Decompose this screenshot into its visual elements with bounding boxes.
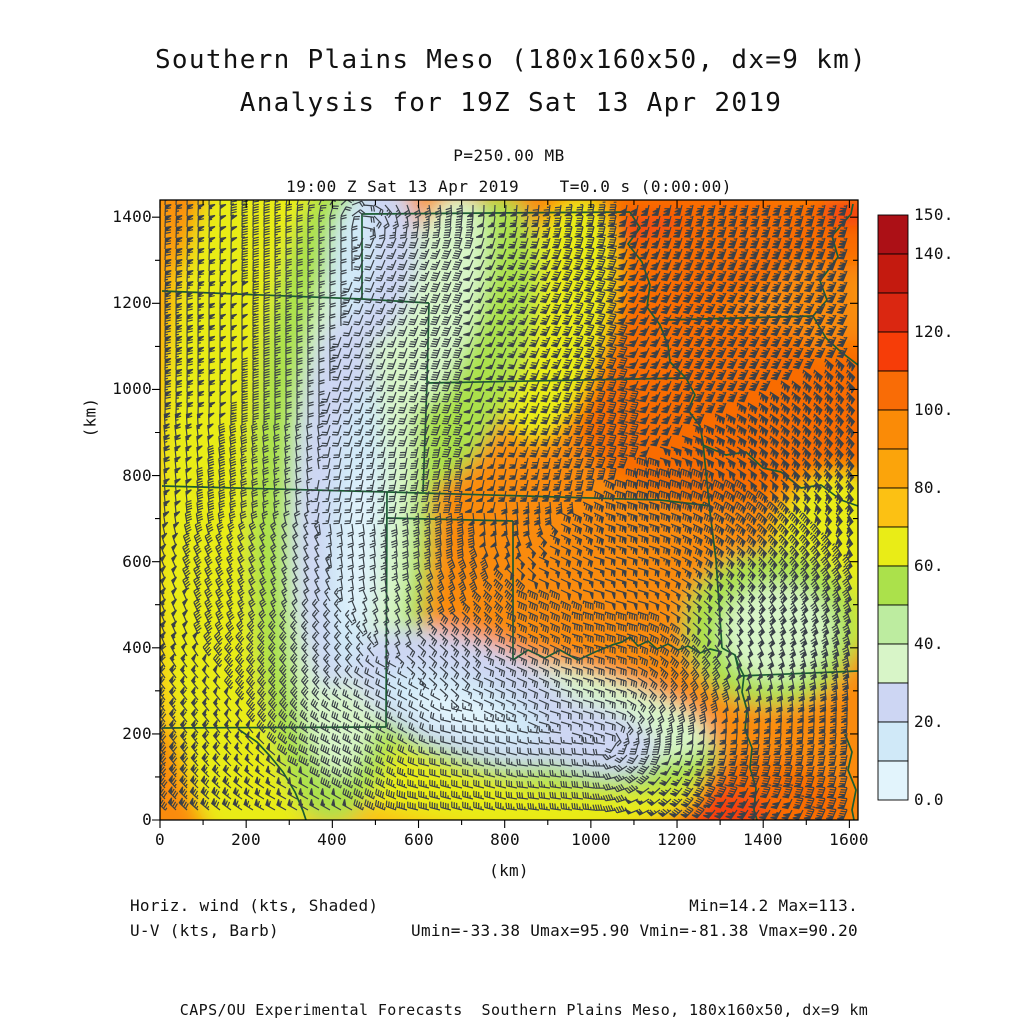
y-tick-label: 200 [122, 724, 152, 743]
colorbar-cell [877, 565, 909, 606]
colorbar-cell [877, 760, 909, 801]
barb-field-legend: U-V (kts, Barb) [130, 921, 279, 940]
y-tick-label: 1000 [112, 379, 152, 398]
colorbar-label: 20. [914, 712, 944, 731]
colorbar-cell [877, 370, 909, 411]
colorbar-label: 0.0 [914, 790, 944, 809]
shaded-field-legend: Horiz. wind (kts, Shaded) [130, 896, 379, 915]
plot-title-line2: Analysis for 19Z Sat 13 Apr 2019 [239, 88, 783, 118]
plot-frame [159, 199, 859, 821]
colorbar-label: 80. [914, 478, 944, 497]
x-tick-label: 0 [155, 830, 165, 849]
x-axis-title: (km) [489, 861, 529, 880]
colorbar-cell [877, 253, 909, 294]
x-tick-label: 1000 [571, 830, 611, 849]
y-tick-label: 800 [122, 466, 152, 485]
border-sd-ne-43n [361, 211, 631, 215]
colorbar-label: 40. [914, 634, 944, 653]
field-minmax-label: Min=14.2 Max=113. [689, 896, 858, 915]
y-tick-label: 1400 [112, 207, 152, 226]
colorbar [877, 214, 909, 801]
colorbar-cell [877, 604, 909, 645]
shaded-wind-field [160, 200, 858, 820]
x-tick-label: 800 [490, 830, 520, 849]
border-nm-tx-32n [161, 726, 387, 729]
pressure-level-label: P=250.00 MB [453, 146, 565, 165]
y-tick-label: 600 [122, 552, 152, 571]
colorbar-cell [877, 643, 909, 684]
x-tick-label: 1600 [829, 830, 869, 849]
colorbar-cell [877, 292, 909, 333]
colorbar-cell [877, 214, 909, 255]
colorbar-label: 150. [914, 205, 954, 224]
border-mo-west [702, 442, 723, 649]
x-tick-label: 600 [404, 830, 434, 849]
colorbar-label: 140. [914, 244, 954, 263]
colorbar-label: 60. [914, 556, 944, 575]
x-tick-label: 1400 [743, 830, 783, 849]
colorbar-cell [877, 721, 909, 762]
border-grand-river [812, 315, 858, 366]
colorbar-cell [877, 409, 909, 450]
x-tick-label: 200 [231, 830, 261, 849]
colorbar-cell [877, 526, 909, 567]
colorbar-label: 120. [914, 322, 954, 341]
y-tick-label: 0 [142, 810, 152, 829]
border-rio-grande [237, 728, 307, 820]
border-ar-stream [844, 733, 857, 820]
colorbar-label: 100. [914, 400, 954, 419]
x-tick-label: 400 [317, 830, 347, 849]
colorbar-cell [877, 682, 909, 723]
colorbar-cell [877, 448, 909, 489]
valid-time-label: 19:00 Z Sat 13 Apr 2019 T=0.0 s (0:00:00… [286, 177, 732, 196]
border-des-moines-river [812, 203, 854, 317]
y-tick-label: 1200 [112, 293, 152, 312]
footer-credit: CAPS/OU Experimental Forecasts Southern … [179, 1001, 869, 1019]
plot-title-line1: Southern Plains Meso (180x160x50, dx=9 k… [154, 45, 868, 75]
border-wy-co-41n [161, 290, 430, 304]
colorbar-cell [877, 331, 909, 372]
uv-minmax-label: Umin=-33.38 Umax=95.90 Vmin=-81.38 Vmax=… [411, 921, 858, 940]
y-axis-title: (km) [80, 397, 100, 438]
x-tick-label: 1200 [657, 830, 697, 849]
colorbar-cell [877, 487, 909, 528]
wind-barbs [160, 200, 856, 820]
y-tick-label: 400 [122, 638, 152, 657]
